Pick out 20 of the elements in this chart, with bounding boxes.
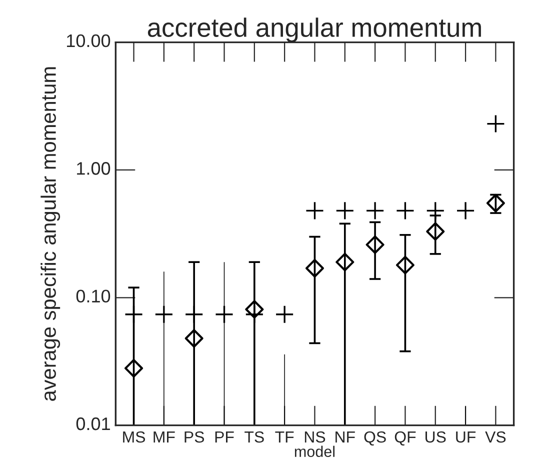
x-tick-label: PF — [215, 431, 234, 442]
y-tick-label: 0.01 — [76, 417, 110, 430]
x-tick-label: TS — [244, 431, 264, 443]
y-axis-title: average specific angular momentum — [40, 67, 60, 401]
y-tick-label: 10.00 — [67, 34, 110, 48]
x-tick-label: QS — [364, 431, 386, 446]
y-tick-label: 1.00 — [77, 162, 110, 175]
chart-title: accreted angular momentum — [148, 18, 481, 42]
x-tick-label: PS — [184, 431, 204, 443]
x-tick-label: MF — [154, 431, 175, 442]
x-tick-label: QF — [394, 431, 416, 446]
x-tick-label: MS — [123, 431, 146, 443]
y-tick-label: 0.10 — [76, 290, 110, 303]
x-tick-label: UF — [456, 431, 476, 443]
x-tick-label: NS — [304, 431, 326, 443]
x-tick-label: TF — [275, 431, 294, 442]
x-tick-label: NF — [336, 431, 355, 442]
x-tick-label: VS — [485, 431, 506, 443]
x-tick-label: US — [426, 431, 446, 443]
x-axis-title: model — [294, 446, 335, 458]
